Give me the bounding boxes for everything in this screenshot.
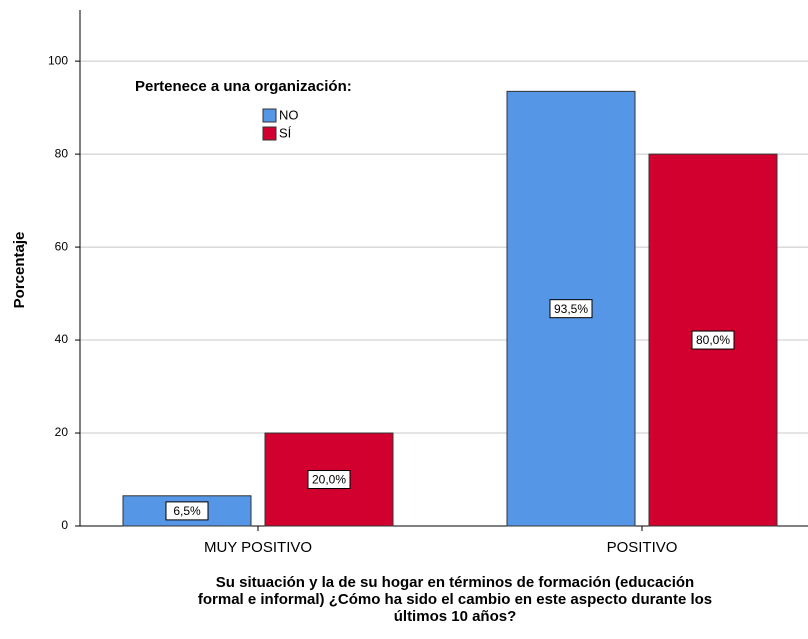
- value-label-box: [549, 299, 593, 319]
- value-label: 93,5%: [554, 302, 588, 316]
- y-axis-label: Porcentaje: [11, 232, 28, 309]
- value-label: 80,0%: [696, 333, 730, 347]
- value-label-box: [165, 501, 209, 521]
- value-label: 6,5%: [173, 504, 201, 518]
- legend-label: NO: [279, 107, 299, 122]
- y-tick-label: 0: [61, 518, 68, 532]
- y-tick-label: 20: [55, 425, 69, 439]
- y-tick-label: 40: [55, 332, 69, 346]
- legend-swatch: [262, 108, 277, 123]
- x-axis-label: últimos 10 años?: [394, 608, 517, 625]
- y-tick-label: 60: [55, 239, 69, 253]
- x-axis-label: Su situación y la de su hogar en término…: [216, 574, 694, 591]
- x-tick-label: POSITIVO: [607, 539, 678, 556]
- y-tick-label: 100: [48, 53, 68, 67]
- y-tick-label: 80: [55, 146, 69, 160]
- x-axis-label: formal e informal) ¿Cómo ha sido el camb…: [198, 591, 712, 608]
- x-tick-label: MUY POSITIVO: [204, 539, 312, 556]
- legend-swatch: [262, 126, 277, 141]
- value-label-box: [307, 470, 351, 490]
- legend-title: Pertenece a una organización:: [135, 78, 352, 95]
- legend-label: SÍ: [279, 125, 292, 140]
- value-label-box: [691, 330, 735, 350]
- value-label: 20,0%: [312, 473, 346, 487]
